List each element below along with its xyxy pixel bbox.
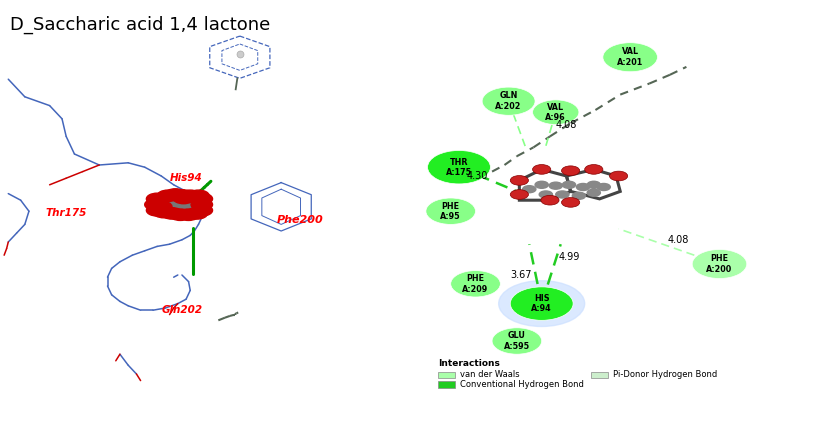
Circle shape (572, 192, 586, 199)
Circle shape (145, 199, 166, 210)
Circle shape (191, 193, 213, 205)
Circle shape (499, 281, 585, 326)
Text: D_Saccharic acid 1,4 lactone: D_Saccharic acid 1,4 lactone (10, 15, 270, 34)
Text: PHE
A:209: PHE A:209 (462, 274, 489, 293)
Circle shape (153, 206, 174, 218)
Circle shape (178, 209, 199, 220)
Text: 4.08: 4.08 (667, 235, 689, 245)
Text: Pi-Donor Hydrogen Bond: Pi-Donor Hydrogen Bond (613, 370, 717, 379)
Circle shape (597, 183, 610, 191)
Circle shape (175, 202, 192, 211)
Circle shape (157, 190, 179, 202)
Circle shape (167, 194, 184, 203)
Circle shape (492, 328, 542, 354)
Circle shape (562, 181, 576, 188)
Circle shape (190, 202, 207, 211)
Circle shape (562, 166, 580, 176)
Circle shape (556, 191, 569, 198)
Circle shape (179, 190, 201, 202)
Circle shape (585, 165, 603, 174)
Circle shape (188, 190, 209, 202)
Text: Interactions: Interactions (438, 359, 500, 368)
Circle shape (157, 205, 174, 213)
Text: VAL
A:96: VAL A:96 (546, 103, 566, 122)
Circle shape (428, 150, 490, 184)
Circle shape (510, 190, 528, 199)
Circle shape (549, 182, 562, 189)
Circle shape (175, 208, 192, 216)
Text: THR
A:175: THR A:175 (446, 158, 472, 177)
Circle shape (539, 191, 552, 198)
Circle shape (510, 287, 573, 320)
Circle shape (170, 209, 191, 220)
Text: van der Waals: van der Waals (460, 370, 519, 379)
Circle shape (587, 181, 600, 188)
Text: 4.30: 4.30 (466, 171, 488, 181)
Text: Phe200: Phe200 (277, 215, 324, 225)
Circle shape (171, 190, 193, 201)
Circle shape (451, 271, 500, 297)
Circle shape (161, 208, 183, 219)
Circle shape (173, 192, 194, 204)
Circle shape (167, 206, 184, 215)
Circle shape (151, 201, 172, 213)
Circle shape (184, 194, 200, 203)
Circle shape (510, 176, 528, 185)
Circle shape (426, 198, 476, 224)
Circle shape (603, 43, 657, 72)
Circle shape (146, 193, 168, 205)
Text: Thr175: Thr175 (45, 209, 87, 218)
Text: PHE
A:200: PHE A:200 (706, 254, 733, 274)
Circle shape (533, 100, 579, 125)
Circle shape (523, 186, 536, 193)
Circle shape (186, 208, 208, 219)
Text: 4.99: 4.99 (558, 253, 580, 262)
Circle shape (587, 189, 600, 196)
Circle shape (165, 189, 186, 200)
FancyBboxPatch shape (438, 372, 455, 378)
Text: His94: His94 (170, 173, 203, 183)
Circle shape (533, 165, 551, 174)
Text: Conventional Hydrogen Bond: Conventional Hydrogen Bond (460, 380, 584, 389)
Circle shape (541, 195, 559, 205)
Circle shape (167, 200, 184, 209)
Text: GLN
A:202: GLN A:202 (495, 92, 522, 111)
Circle shape (175, 197, 192, 206)
Circle shape (562, 198, 580, 207)
Text: VAL
A:201: VAL A:201 (617, 48, 643, 67)
Text: GLU
A:595: GLU A:595 (504, 331, 530, 351)
Text: 3.67: 3.67 (510, 270, 532, 280)
Circle shape (146, 205, 168, 216)
Circle shape (184, 206, 200, 215)
FancyBboxPatch shape (591, 372, 608, 378)
Text: PHE
A:95: PHE A:95 (441, 202, 461, 221)
Text: HIS
A:94: HIS A:94 (532, 294, 552, 313)
Circle shape (191, 205, 213, 216)
Circle shape (157, 198, 174, 207)
Text: 4.08: 4.08 (556, 121, 577, 130)
Circle shape (609, 171, 628, 181)
Circle shape (191, 199, 213, 210)
FancyBboxPatch shape (438, 381, 455, 388)
Circle shape (482, 87, 535, 115)
Circle shape (692, 249, 747, 279)
Circle shape (576, 183, 590, 191)
Text: Gln202: Gln202 (161, 305, 203, 315)
Circle shape (535, 181, 548, 188)
Circle shape (190, 197, 207, 206)
